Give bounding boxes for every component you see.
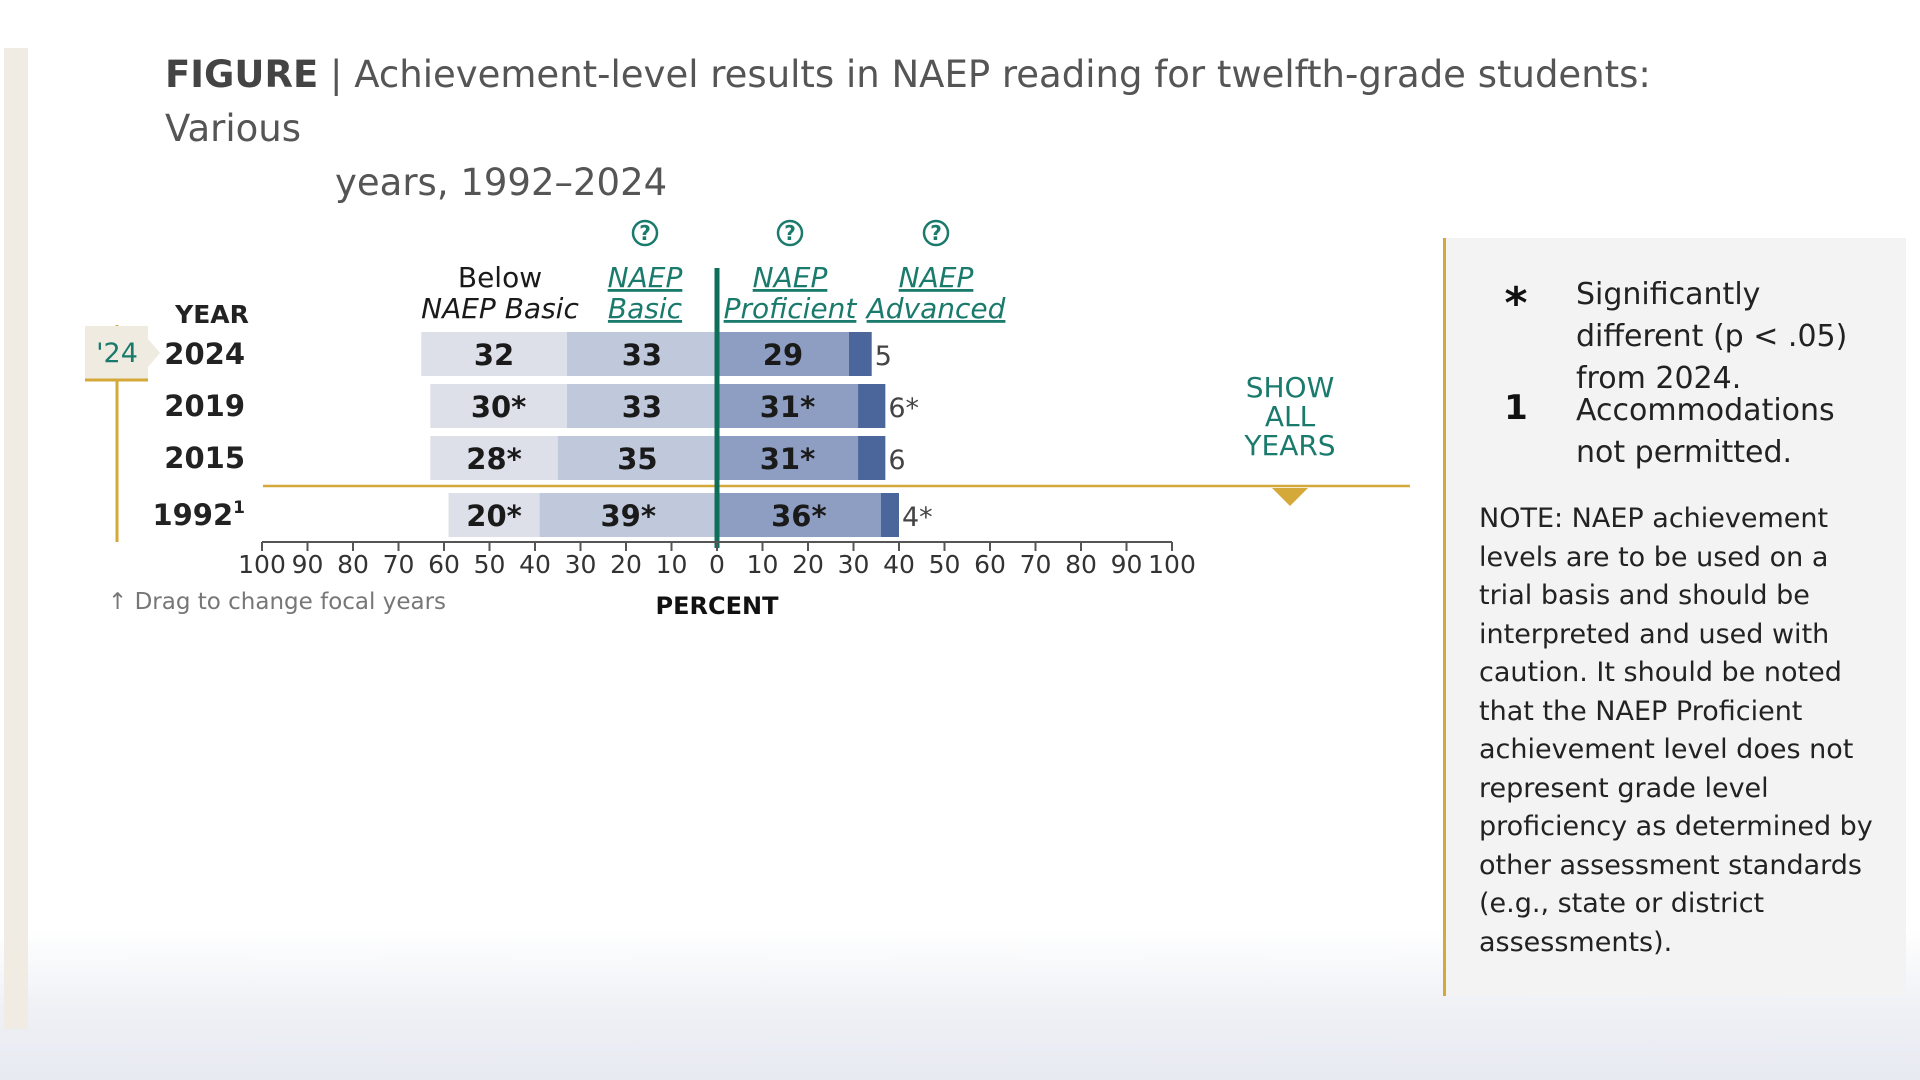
column-header-link[interactable]: NAEP xyxy=(608,261,683,294)
focal-year-handle[interactable] xyxy=(85,326,148,379)
column-header-link[interactable]: NAEP xyxy=(753,261,828,294)
bar-label-basic: 33 xyxy=(622,390,662,424)
legend-significance-text: Significantly different (p < .05) from 2… xyxy=(1576,277,1848,396)
figure-label: FIGURE xyxy=(165,53,319,96)
show-all-years-caret-icon[interactable] xyxy=(1272,488,1308,506)
x-tick-label: 10 xyxy=(747,550,779,579)
bar-label-proficient: 31* xyxy=(760,390,816,424)
figure-separator: | xyxy=(330,53,343,96)
x-tick-label: 80 xyxy=(1065,550,1097,579)
bar-label-proficient: 29 xyxy=(763,338,803,372)
bar-advanced xyxy=(858,436,886,480)
bar-below-basic xyxy=(430,384,567,428)
help-icon[interactable] xyxy=(776,219,804,247)
column-header-link[interactable]: Basic xyxy=(608,292,683,325)
x-axis-title: PERCENT xyxy=(656,592,780,620)
bar-label-proficient: 31* xyxy=(760,442,816,476)
legend-footnote-text: Accommodations not permitted. xyxy=(1576,393,1835,470)
bar-advanced xyxy=(848,332,872,376)
year-label: 19921 xyxy=(152,498,245,532)
bar-label-advanced: 6* xyxy=(888,393,919,424)
year-label: 2024 xyxy=(164,337,245,371)
x-tick-label: 100 xyxy=(238,550,286,579)
figure-title-line1: Achievement-level results in NAEP readin… xyxy=(165,53,1651,150)
x-tick-label: 20 xyxy=(792,550,824,579)
legend-asterisk-text: Significantly different (p < .05) from 2… xyxy=(1576,274,1886,400)
x-tick-label: 70 xyxy=(383,550,415,579)
column-header-link[interactable]: NAEP xyxy=(899,261,974,294)
bar-label-basic: 39* xyxy=(601,499,657,533)
bar-advanced xyxy=(858,384,886,428)
x-tick-label: 50 xyxy=(929,550,961,579)
bar-basic xyxy=(566,384,717,428)
focal-handle-pointer xyxy=(148,339,160,367)
year-column-header: YEAR xyxy=(174,300,249,329)
bar-proficient xyxy=(717,493,881,537)
bar-proficient xyxy=(717,332,849,376)
help-icon-glyph[interactable]: ? xyxy=(784,221,796,245)
x-tick-label: 30 xyxy=(565,550,597,579)
bar-proficient xyxy=(717,384,859,428)
bar-below-basic xyxy=(430,436,558,480)
bar-label-below-basic: 32 xyxy=(474,338,514,372)
help-icon-glyph[interactable]: ? xyxy=(639,221,651,245)
column-header-link[interactable]: Advanced xyxy=(865,292,1006,325)
x-tick-label: 60 xyxy=(428,550,460,579)
column-header: Below xyxy=(458,261,542,294)
left-accent-strip xyxy=(4,48,28,1029)
x-tick-label: 90 xyxy=(292,550,324,579)
bar-label-below-basic: 28* xyxy=(466,442,522,476)
help-icon[interactable] xyxy=(922,219,950,247)
show-all-years-button[interactable]: ALL xyxy=(1265,400,1316,433)
help-icon-glyph[interactable]: ? xyxy=(930,221,942,245)
x-tick-label: 40 xyxy=(519,550,551,579)
show-all-years-button[interactable]: SHOW xyxy=(1246,371,1335,404)
bar-below-basic xyxy=(448,493,540,537)
bar-label-proficient: 36* xyxy=(771,499,827,533)
bar-label-below-basic: 30* xyxy=(471,390,527,424)
x-tick-label: 0 xyxy=(709,550,725,579)
help-icon[interactable] xyxy=(631,219,659,247)
x-tick-label: 80 xyxy=(337,550,369,579)
year-label: 2015 xyxy=(164,441,245,475)
x-tick-label: 40 xyxy=(883,550,915,579)
focal-year-tag[interactable]: '24 xyxy=(96,338,138,369)
x-tick-label: 70 xyxy=(1020,550,1052,579)
legend-footnote-symbol: 1 xyxy=(1504,388,1528,428)
bar-label-basic: 33 xyxy=(622,338,662,372)
x-tick-label: 100 xyxy=(1148,550,1196,579)
column-header: NAEP Basic xyxy=(421,292,579,325)
bar-basic xyxy=(557,436,717,480)
legend-panel: * Significantly different (p < .05) from… xyxy=(1443,238,1906,996)
bar-label-advanced: 5 xyxy=(875,341,892,372)
bar-basic xyxy=(566,332,717,376)
show-all-years-button[interactable]: YEARS xyxy=(1243,429,1335,462)
bar-label-basic: 35 xyxy=(617,442,657,476)
x-tick-label: 50 xyxy=(474,550,506,579)
x-tick-label: 30 xyxy=(838,550,870,579)
year-label: 2019 xyxy=(164,389,245,423)
bar-proficient xyxy=(717,436,859,480)
drag-hint-text: ↑ Drag to change focal years xyxy=(108,589,446,615)
column-header-link[interactable]: Proficient xyxy=(724,292,858,325)
legend-note: NOTE: NAEP achievement levels are to be … xyxy=(1479,503,1873,958)
legend-asterisk-symbol: * xyxy=(1504,278,1528,329)
x-tick-label: 90 xyxy=(1111,550,1143,579)
bar-advanced xyxy=(880,493,899,537)
x-tick-label: 20 xyxy=(610,550,642,579)
x-tick-label: 60 xyxy=(974,550,1006,579)
bar-below-basic xyxy=(421,332,567,376)
bar-label-below-basic: 20* xyxy=(466,499,522,533)
bar-label-advanced: 6 xyxy=(888,445,905,476)
figure-title-line2: years, 1992–2024 xyxy=(335,161,668,204)
x-tick-label: 10 xyxy=(656,550,688,579)
figure-title: FIGURE | Achievement-level results in NA… xyxy=(165,48,1725,210)
bar-label-advanced: 4* xyxy=(902,502,933,533)
bar-basic xyxy=(539,493,717,537)
